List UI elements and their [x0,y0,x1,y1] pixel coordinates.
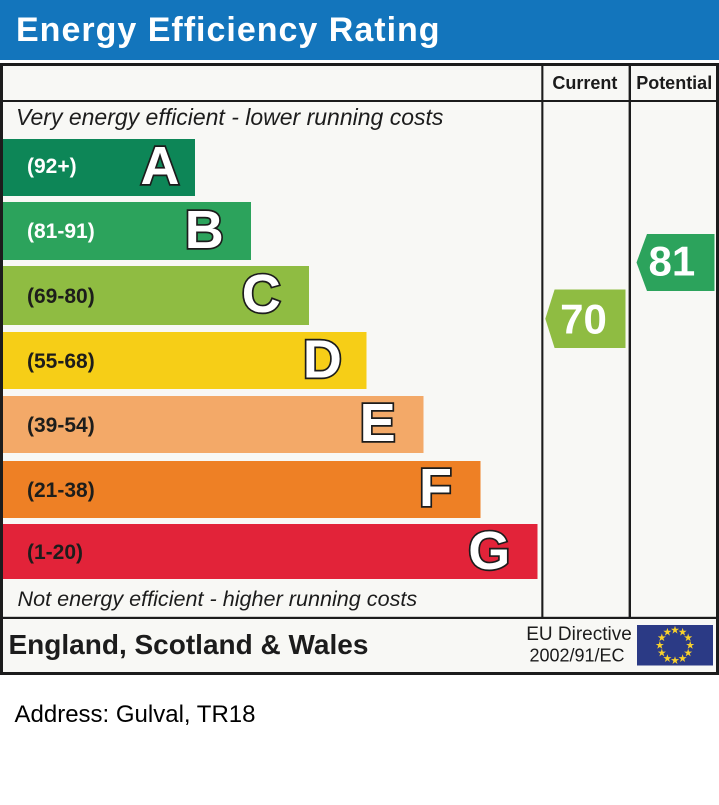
svg-text:C: C [242,264,281,324]
svg-text:(1-20): (1-20) [27,541,83,564]
svg-text:Very energy efficient - lower: Very energy efficient - lower running co… [16,104,444,130]
svg-text:Current: Current [552,73,617,93]
svg-text:70: 70 [560,296,607,343]
svg-text:2002/91/EC: 2002/91/EC [529,646,624,666]
svg-text:(55-68): (55-68) [27,350,95,373]
svg-text:Energy Efficiency Rating: Energy Efficiency Rating [16,11,441,49]
svg-text:F: F [419,458,452,518]
svg-text:G: G [468,521,510,581]
svg-text:(39-54): (39-54) [27,414,95,437]
svg-text:(21-38): (21-38) [27,479,95,502]
svg-text:D: D [303,330,342,390]
svg-text:Potential: Potential [636,73,712,93]
svg-text:81: 81 [649,238,696,285]
svg-text:(81-91): (81-91) [27,220,95,243]
svg-text:(69-80): (69-80) [27,285,95,308]
svg-text:Address: Gulval, TR18: Address: Gulval, TR18 [15,701,256,728]
svg-text:B: B [185,200,224,260]
svg-text:Not energy efficient - higher: Not energy efficient - higher running co… [18,586,418,611]
svg-text:EU Directive: EU Directive [526,624,632,645]
svg-text:England, Scotland & Wales: England, Scotland & Wales [9,629,369,660]
svg-text:E: E [360,393,396,453]
svg-text:A: A [141,136,180,196]
svg-text:(92+): (92+) [27,155,77,178]
